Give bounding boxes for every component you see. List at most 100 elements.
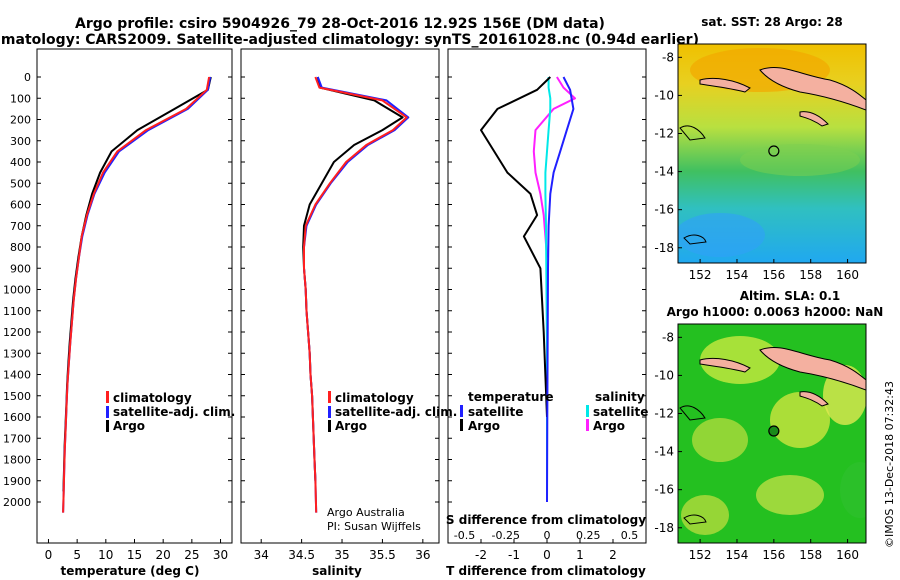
series-climatology (303, 76, 408, 513)
legend-swatch-argo (106, 420, 109, 432)
solomon-islands (759, 66, 866, 111)
title-line-1: Argo profile: csiro 5904926_79 28-Oct-20… (75, 16, 605, 32)
temperature-x-tick-label: 5 (73, 548, 81, 562)
legend-satellite: satellite-adj. clim. (113, 405, 235, 419)
temperature-x-ticks: 0 5 10 15 20 25 30 (45, 548, 229, 562)
depth-tick-labels: 0 100 200 300 400 500 600 700 800 900 1000 1100 1200… (3, 71, 31, 509)
map-x-tick-label: 158 (799, 548, 822, 562)
depth-tick-label: 1200 (3, 326, 31, 339)
depth-tick-label: 100 (10, 92, 31, 105)
salinity-legend: climatology satellite-adj. clim. Argo (328, 391, 457, 433)
map-y-tick-label: -14 (654, 445, 674, 459)
salinity-axes (240, 48, 440, 544)
depth-tick-label: 300 (10, 135, 31, 148)
map-y-tick-label: -16 (654, 483, 674, 497)
sst-map-title: sat. SST: 28 Argo: 28 (701, 15, 843, 29)
s-diff-x-tick-label: 0 (544, 529, 551, 542)
map-x-tick-label: 158 (799, 268, 822, 282)
temperature-x-tick-label: 15 (127, 548, 142, 562)
sst-y-ticks: -8 -10 -12 -14 -16 -18 (654, 50, 682, 255)
temperature-x-tick-label: 30 (213, 548, 228, 562)
depth-tick-label: 1600 (3, 411, 31, 424)
depth-tick-label: 600 (10, 199, 31, 212)
legend-temp-argo: Argo (468, 419, 500, 433)
sla-high-2 (770, 392, 830, 448)
mid-patch (740, 144, 860, 176)
t-diff-x-tick-label: 0 (543, 548, 551, 562)
sla-map-frame (677, 323, 867, 544)
map-y-tick-label: -12 (654, 407, 674, 421)
credit-line-1: Argo Australia (327, 506, 405, 519)
legend-satellite: satellite-adj. clim. (335, 405, 457, 419)
depth-tick-label: 1000 (3, 284, 31, 297)
sla-map-title-1: Altim. SLA: 0.1 (740, 289, 841, 303)
t-diff-x-tick-label: 1 (576, 548, 584, 562)
map-y-tick-label: -16 (654, 203, 674, 217)
map-y-tick-label: -10 (654, 368, 674, 382)
t-difference-x-ticks: -2 -1 0 1 2 (475, 548, 617, 562)
sla-map-title-2: Argo h1000: 0.0063 h2000: NaN (667, 305, 884, 319)
legend-argo: Argo (335, 419, 367, 433)
depth-tick-label: 800 (10, 241, 31, 254)
sla-high-4 (692, 418, 748, 462)
s-diff-x-tick-label: -0.25 (492, 529, 520, 542)
s-diff-x-tick-label: 0.5 (621, 529, 639, 542)
salinity-x-tick-label: 36 (415, 548, 430, 562)
island-west (699, 77, 751, 93)
difference-lines (480, 76, 576, 503)
map-x-tick-label: 152 (689, 548, 712, 562)
map-x-tick-label: 160 (836, 548, 859, 562)
temperature-x-tick-label: 25 (184, 548, 199, 562)
depth-tick-label: 400 (10, 156, 31, 169)
map-x-tick-label: 154 (726, 548, 749, 562)
depth-tick-label: 1100 (3, 305, 31, 318)
map-y-tick-label: -18 (654, 241, 674, 255)
depth-tick-label: 1800 (3, 454, 31, 467)
reef-outline-south (683, 234, 707, 245)
sla-high-1 (700, 336, 780, 384)
legend-swatch-temp-argo (460, 419, 463, 431)
copyright-footer: ©IMOS 13-Dec-2018 07:32:43 (883, 381, 896, 548)
sst-map (678, 44, 866, 263)
t-diff-x-tick-label: 2 (609, 548, 617, 562)
legend-swatch-satellite (106, 406, 109, 418)
map-y-tick-label: -8 (662, 50, 674, 64)
salinity-x-tick-label: 34 (254, 548, 269, 562)
depth-tick-label: 200 (10, 114, 31, 127)
reef-outline-south (683, 514, 707, 525)
depth-tick-label: 1500 (3, 390, 31, 403)
t-diff-x-tick-label: -1 (508, 548, 520, 562)
series-temperature-satellite (546, 76, 575, 503)
s-diff-x-tick-label: 0.25 (576, 529, 601, 542)
temperature-axes (36, 48, 233, 544)
series-satellite-adj-clim- (62, 76, 212, 513)
title-line-2: Climatology: CARS2009. Satellite-adjuste… (0, 32, 699, 48)
difference-xlabel: T difference from climatology (446, 564, 646, 578)
temperature-x-tick-label: 10 (98, 548, 113, 562)
sla-low (840, 462, 866, 518)
map-y-tick-label: -14 (654, 165, 674, 179)
depth-tick-label: 1300 (3, 347, 31, 360)
legend-sal-satellite: satellite (593, 405, 648, 419)
argo-position-marker (768, 425, 780, 437)
sla-high-6 (681, 495, 729, 535)
reef-outline (679, 405, 706, 421)
legend-argo: Argo (113, 419, 145, 433)
depth-tick-label: 500 (10, 177, 31, 190)
legend-sal-argo: Argo (593, 419, 625, 433)
sla-y-ticks: -8 -10 -12 -14 -16 -18 (654, 330, 682, 535)
legend-swatch-climatology (328, 391, 331, 403)
legend-swatch-temp-satellite (460, 405, 463, 417)
map-x-tick-label: 156 (762, 268, 785, 282)
reef-outline (679, 125, 706, 141)
sla-x-ticks: 152 154 156 158 160 (689, 539, 859, 562)
depth-tick-label: 700 (10, 220, 31, 233)
map-y-tick-label: -10 (654, 88, 674, 102)
difference-legend: temperature satellite Argo salinity sate… (460, 390, 648, 433)
series-satellite-adj-clim- (303, 76, 410, 513)
s-difference-x-ticks: -0.5 -0.25 0 0.25 0.5 (454, 529, 638, 542)
map-y-tick-label: -12 (654, 127, 674, 141)
salinity-x-tick-label: 35 (334, 548, 349, 562)
map-x-tick-label: 156 (762, 548, 785, 562)
salinity-lines (302, 76, 410, 513)
